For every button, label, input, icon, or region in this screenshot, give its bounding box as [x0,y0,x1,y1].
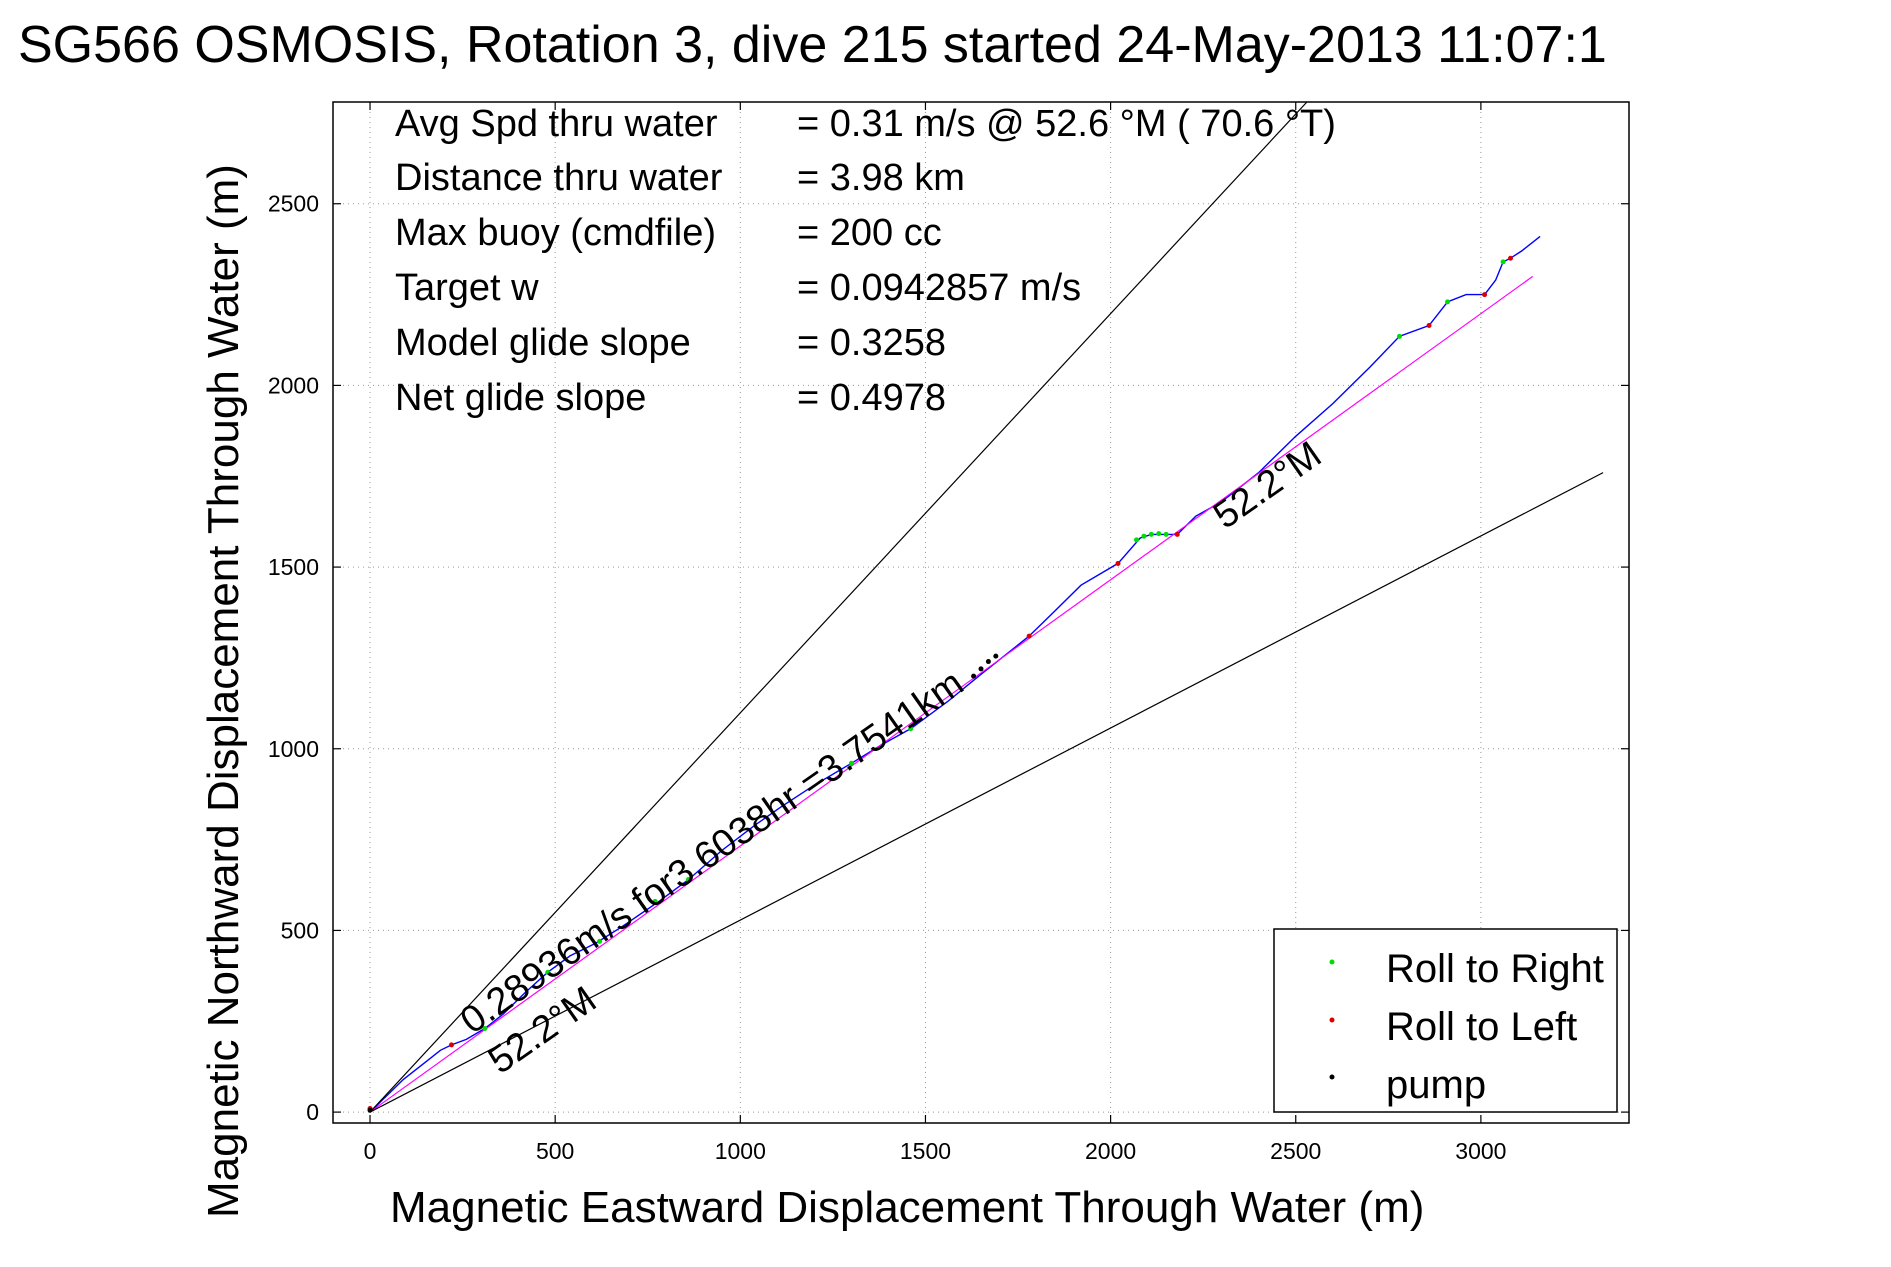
pump-point [971,673,977,679]
roll-right-point [685,877,691,883]
x-tick-label: 500 [536,1138,574,1164]
roll-left-point [1115,560,1121,566]
legend: Roll to Right Roll to Left pump [1273,928,1618,1113]
legend-label-roll-right: Roll to Right [1386,947,1604,991]
y-tick-label: 2000 [268,372,319,398]
axis-ticks: 0 500 1000 1500 2000 2500 3000 0 500 1000 1500 2000… [268,102,1629,1164]
stat-value: = 0.31 m/s @ 52.6 °M ( 70.6 °T) [797,103,1336,145]
legend-marker-roll-left [1329,1017,1335,1023]
roll-right-point [908,726,914,732]
x-tick-label: 3000 [1455,1138,1506,1164]
roll-right-point [545,969,551,975]
roll-right-point [1163,531,1169,537]
x-tick-label: 2000 [1085,1138,1136,1164]
y-tick-label: 500 [281,917,319,943]
legend-marker-roll-right [1329,959,1335,965]
pump-point [978,666,984,672]
y-tick-label: 1000 [268,736,319,762]
pump-point [993,653,999,659]
stats-box: Avg Spd thru water = 0.31 m/s @ 52.6 °M … [395,103,1336,419]
series-line-2 [369,101,1308,1113]
stat-label: Avg Spd thru water [395,103,718,145]
x-axis-label: Magnetic Eastward Displacement Through W… [390,1183,1424,1232]
stat-label: Model glide slope [395,322,691,364]
x-tick-label: 1000 [715,1138,766,1164]
legend-label-pump: pump [1386,1063,1486,1107]
plot-points [367,255,1514,1113]
roll-right-point [848,760,854,766]
y-axis-label: Magnetic Northward Displacement Through … [199,164,248,1218]
roll-right-point [1148,531,1154,537]
roll-left-point [1426,322,1432,328]
plot-frame [332,101,1630,1124]
stat-label: Net glide slope [395,377,646,419]
roll-left-point [1508,255,1514,261]
legend-label-roll-left: Roll to Left [1386,1005,1577,1049]
stat-value: = 3.98 km [797,157,965,199]
stat-value: = 0.0942857 m/s [797,267,1081,309]
roll-right-point [597,938,603,944]
y-tick-label: 2500 [268,191,319,217]
roll-right-point [482,1026,488,1032]
plot-lines [369,101,1604,1113]
roll-right-point [1445,299,1451,305]
roll-right-point [652,898,658,904]
y-tick-label: 0 [306,1099,319,1125]
series-line-1 [369,275,1534,1113]
legend-marker-pump [1329,1074,1335,1080]
stat-label: Distance thru water [395,157,723,199]
pump-point [367,1107,373,1113]
x-tick-label: 0 [364,1138,377,1164]
chart-title: SG566 OSMOSIS, Rotation 3, dive 215 star… [18,16,1607,74]
roll-right-point [1156,531,1162,537]
y-tick-label: 1500 [268,554,319,580]
roll-left-point [1482,292,1488,298]
pump-point [985,659,991,665]
grid [333,102,1629,1123]
x-tick-label: 1500 [900,1138,951,1164]
roll-right-point [1134,537,1140,543]
roll-right-point [1396,333,1402,339]
series-line-3 [369,472,1604,1113]
roll-left-point [1026,633,1032,639]
speed-annotation: 0.28936m/s for3.6038hr =3.7541km [453,662,971,1042]
x-tick-label: 2500 [1270,1138,1321,1164]
stat-label: Max buoy (cmdfile) [395,212,716,254]
roll-right-point [1500,259,1506,265]
stat-value: = 200 cc [797,212,942,254]
roll-left-point [448,1042,454,1048]
stat-label: Target w [395,267,539,309]
stat-value: = 0.4978 [797,377,946,419]
heading-annotation-upper: 52.2°M [1206,434,1329,538]
roll-left-point [1174,531,1180,537]
roll-right-point [1141,533,1147,539]
stat-value: = 0.3258 [797,322,946,364]
